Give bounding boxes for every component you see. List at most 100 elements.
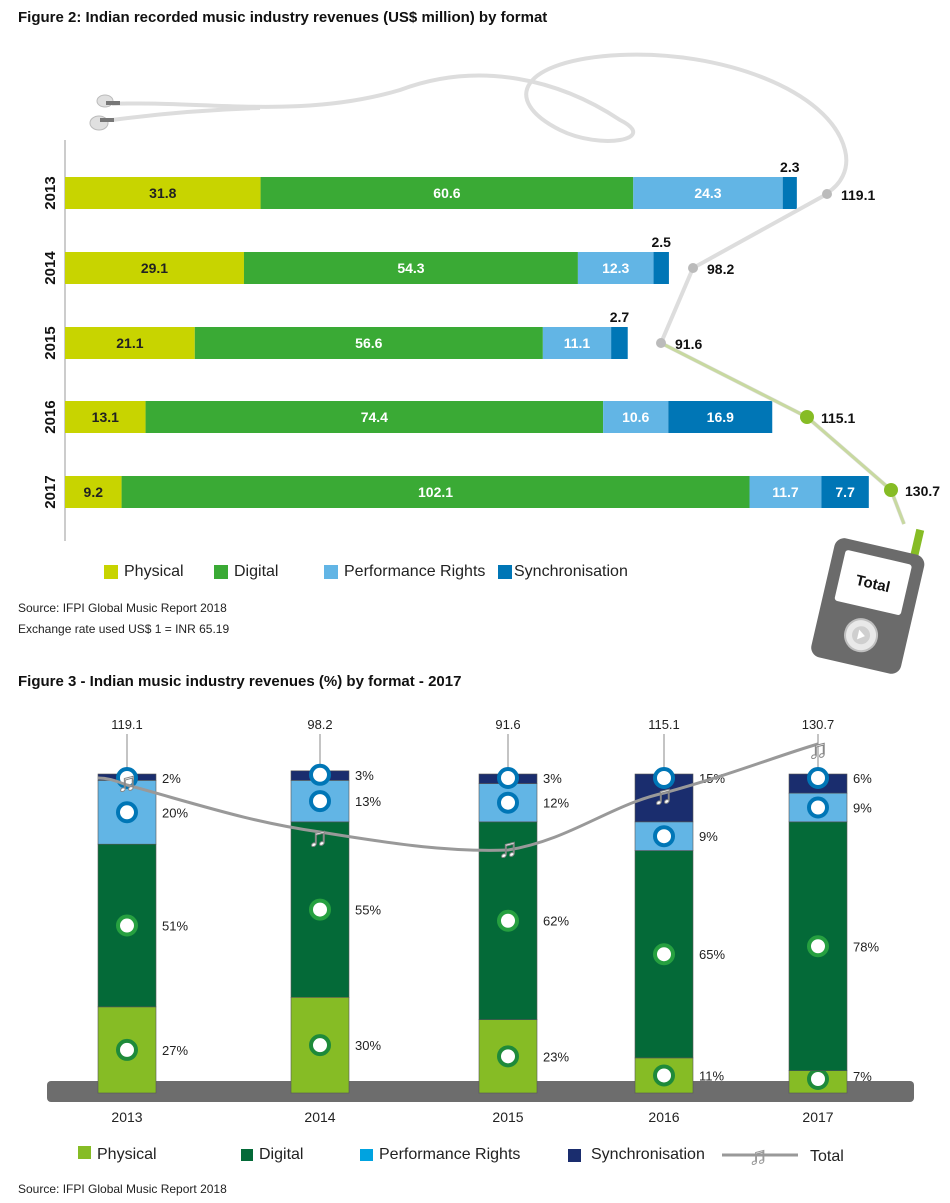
percent-label: 65% [699,947,725,962]
y-tick-label: 2017 [42,475,59,508]
percent-label: 20% [162,805,188,820]
bar-segment [291,997,349,1093]
data-label: 24.3 [694,185,721,201]
bar-segment [291,771,349,781]
bar-segment [479,784,537,822]
bar-segment [654,252,669,284]
total-wire [661,194,904,524]
segment-marker [655,945,673,963]
data-label: 102.1 [418,484,453,500]
segment-marker [118,803,136,821]
total-label: 119.1 [111,717,143,732]
total-line-note-icon: ♫ [720,1142,800,1168]
legend-label: Synchronisation [591,1146,705,1164]
bar-segment [635,851,693,1058]
music-note-icon: ♫ [498,833,518,863]
data-label: 29.1 [141,260,168,276]
x-tick-label: 2015 [492,1109,523,1125]
svg-text:♫: ♫ [749,1143,767,1168]
fig2-legend-digital: Digital [214,563,278,581]
data-label: 2.3 [780,159,800,175]
segment-marker [655,769,673,787]
x-tick-label: 2016 [648,1109,679,1125]
segment-marker [809,937,827,955]
segment-marker [655,827,673,845]
total-label: 130.7 [802,717,835,732]
percent-label: 3% [543,771,562,786]
fig3-legend-physical: Physical [78,1146,157,1164]
data-label: 2.7 [610,309,630,325]
music-player-icon: Total [809,512,932,676]
bar-segment [98,774,156,780]
data-label: 60.6 [433,185,460,201]
music-note-icon: ♫ [653,780,673,810]
total-marker [688,263,698,273]
data-label: 16.9 [707,409,734,425]
base-platform [47,1081,914,1102]
legend-label: Performance Rights [344,563,485,581]
total-label: 98.2 [707,261,734,277]
legend-label: Physical [97,1146,157,1164]
bar-segment [479,822,537,1020]
bar-segment [789,822,847,1071]
legend-label: Physical [124,563,184,581]
figure2-source: Source: IFPI Global Music Report 2018 [18,601,227,615]
segment-marker [118,769,136,787]
segment-marker [809,1070,827,1088]
bar-segment [291,780,349,821]
percent-label: 9% [699,829,718,844]
segment-marker [118,1041,136,1059]
total-marker [800,410,814,424]
bar-segment [635,1058,693,1093]
total-label: 91.6 [495,717,520,732]
bar-segment [783,177,797,209]
legend-swatch-synchronisation [498,565,512,579]
fig3-legend-synchronisation: Synchronisation [568,1146,705,1164]
data-label: 21.1 [116,335,143,351]
data-label: 54.3 [397,260,424,276]
data-label: 12.3 [602,260,629,276]
segment-marker [499,912,517,930]
y-tick-label: 2014 [42,251,59,285]
data-label: 11.1 [564,335,591,351]
percent-label: 27% [162,1043,188,1058]
percent-label: 62% [543,914,569,929]
total-label: 98.2 [307,717,332,732]
earphone-cable-branch [112,108,260,120]
percent-label: 12% [543,796,569,811]
y-tick-label: 2013 [42,176,59,209]
segment-marker [311,1036,329,1054]
total-label: 119.1 [841,187,875,203]
total-marker [884,483,898,497]
fig2-legend-physical: Physical [104,563,184,581]
segment-marker [809,769,827,787]
earphone-cable [112,55,846,193]
segment-marker [499,769,517,787]
bar-segment [789,1071,847,1093]
legend-swatch-digital [214,565,228,579]
bar-segment [789,793,847,822]
bar-segment [479,774,537,784]
segment-marker [499,1047,517,1065]
earbud-stem [106,101,120,105]
y-tick-label: 2015 [42,326,59,359]
bar-segment [98,780,156,844]
music-note-icon: ♫ [308,822,328,852]
percent-label: 30% [355,1038,381,1053]
total-label: 130.7 [905,483,940,499]
percent-label: 6% [853,771,872,786]
data-label: 7.7 [835,484,855,500]
figure3-title: Figure 3 - Indian music industry revenue… [18,673,461,690]
bar-segment [635,774,693,822]
data-label: 13.1 [92,409,119,425]
bar-segment [291,822,349,997]
total-label: 115.1 [648,717,680,732]
x-tick-label: 2013 [111,1109,142,1125]
segment-marker [809,798,827,816]
percent-label: 2% [162,771,181,786]
legend-label: Total [810,1148,844,1166]
data-label: 11.7 [772,484,799,500]
legend-swatch-physical [104,565,118,579]
legend-swatch-digital [241,1149,253,1161]
percent-label: 7% [853,1069,872,1084]
